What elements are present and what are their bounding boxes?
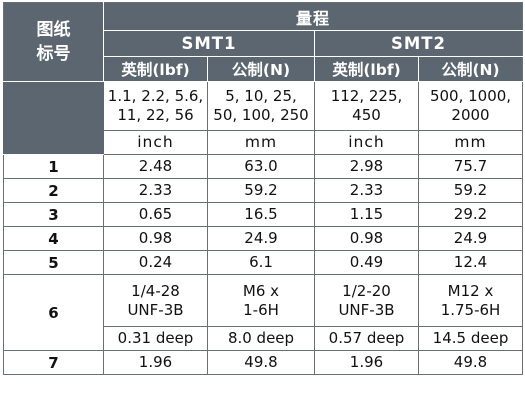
row-id: 2: [3, 178, 104, 203]
header-row-models: SMT1 SMT2: [4, 30, 524, 57]
depth-cell: 0.57 deep: [314, 326, 419, 351]
header-row-unit-systems: 英制(lbf) 公制(N) 英制(lbf) 公制(N): [4, 56, 524, 82]
model-header-smt2: SMT2: [313, 30, 524, 57]
value-cell: 0.98: [103, 226, 208, 251]
unit-cell: mm: [417, 130, 524, 155]
drawing-number-line1: 图纸: [36, 20, 71, 40]
value-cell: 2.33: [103, 178, 208, 203]
force-range-line: 2000: [451, 106, 490, 124]
depth-cell: 0.31 deep: [103, 326, 208, 351]
row-id: 6: [3, 274, 104, 351]
table-row: 2 2.33 59.2 2.33 59.2: [3, 178, 524, 203]
thread-line: 1/2-20: [342, 281, 391, 300]
header-filler-cell: [3, 81, 104, 155]
range-header: 量程: [102, 2, 524, 31]
force-range-line: 11, 22, 56: [117, 106, 194, 124]
force-range-cell: 112, 225, 450: [314, 81, 419, 131]
thread-line: 1/4-28: [131, 281, 180, 300]
force-range-cell: 5, 10, 25, 50, 100, 250: [207, 81, 315, 131]
value-cell: 16.5: [207, 202, 315, 227]
value-cell: 1.96: [314, 350, 419, 375]
value-cell: 1.15: [314, 202, 419, 227]
thread-line: 1.75-6H: [440, 300, 501, 319]
table-row: 4 0.98 24.9 0.98 24.9: [3, 226, 524, 251]
force-range-line: 50, 100, 250: [213, 106, 309, 124]
thread-cell: M12 x 1.75-6H: [417, 274, 524, 327]
force-range-line: 112, 225,: [330, 87, 403, 105]
force-range-line: 1.1, 2.2, 5.6,: [107, 87, 204, 105]
table-row: 7 1.96 49.8 1.96 49.8: [3, 350, 524, 375]
unit-system-header: 公制(N): [207, 56, 315, 82]
thread-line: UNF-3B: [127, 300, 184, 319]
thread-line: UNF-3B: [338, 300, 395, 319]
thread-cell: M6 x 1-6H: [207, 274, 315, 327]
value-cell: 24.9: [207, 226, 315, 251]
model-header-smt1: SMT1: [103, 30, 315, 57]
value-cell: 59.2: [417, 178, 524, 203]
depth-cell: 8.0 deep: [207, 326, 315, 351]
value-cell: 0.24: [103, 250, 208, 275]
value-cell: 59.2: [207, 178, 315, 203]
depth-cell: 14.5 deep: [417, 326, 524, 351]
thread-cell: 1/4-28 UNF-3B: [103, 274, 208, 327]
table-row-thread: 6 1/4-28 UNF-3B M6 x 1-6H 1/2-20 UNF-3B …: [3, 274, 524, 351]
table-row: 3 0.65 16.5 1.15 29.2: [3, 202, 524, 227]
drawing-number-line2: 标号: [36, 44, 71, 64]
force-range-cell: 500, 1000, 2000: [417, 81, 524, 131]
value-cell: 12.4: [417, 250, 524, 275]
unit-system-header: 英制(lbf): [103, 56, 208, 82]
unit-cell: mm: [207, 130, 315, 155]
drawing-number-header: 图纸 标号: [3, 2, 104, 82]
value-cell: 2.33: [314, 178, 419, 203]
value-cell: 75.7: [417, 154, 524, 179]
force-range-line: 500, 1000,: [429, 87, 512, 105]
thread-cell: 1/2-20 UNF-3B: [314, 274, 419, 327]
unit-cell: inch: [103, 130, 208, 155]
header-row-range: 图纸 标号 量程: [3, 2, 524, 82]
force-range-line: 450: [352, 106, 381, 124]
unit-system-header: 英制(lbf): [314, 56, 419, 82]
thread-line: M12 x: [447, 281, 494, 300]
row-id: 5: [3, 250, 104, 275]
thread-line: 1-6H: [243, 300, 279, 319]
unit-system-header: 公制(N): [417, 56, 524, 82]
row-id: 4: [3, 226, 104, 251]
force-range-row: 1.1, 2.2, 5.6, 11, 22, 56 5, 10, 25, 50,…: [3, 81, 524, 155]
thread-line: M6 x: [242, 281, 280, 300]
range-spec-table: 图纸 标号 量程 SMT1 SMT2 英制(lbf) 公制(N) 英制(lbf)…: [3, 2, 524, 375]
value-cell: 63.0: [207, 154, 315, 179]
units-row: inch mm inch mm: [4, 130, 524, 155]
table-row: 1 2.48 63.0 2.98 75.7: [3, 154, 524, 179]
value-cell: 24.9: [417, 226, 524, 251]
value-cell: 49.8: [207, 350, 315, 375]
row-id: 3: [3, 202, 104, 227]
value-cell: 29.2: [417, 202, 524, 227]
value-cell: 2.98: [314, 154, 419, 179]
row-id: 1: [3, 154, 104, 179]
value-cell: 0.49: [314, 250, 419, 275]
value-cell: 49.8: [417, 350, 524, 375]
value-cell: 0.98: [314, 226, 419, 251]
row-id: 7: [3, 350, 104, 375]
force-range-line: 5, 10, 25,: [225, 87, 297, 105]
table-row-depth: 0.31 deep 8.0 deep 0.57 deep 14.5 deep: [4, 326, 524, 351]
value-cell: 2.48: [103, 154, 208, 179]
value-cell: 6.1: [207, 250, 315, 275]
force-range-cell: 1.1, 2.2, 5.6, 11, 22, 56: [103, 81, 208, 131]
value-cell: 1.96: [103, 350, 208, 375]
unit-cell: inch: [314, 130, 419, 155]
table-row: 5 0.24 6.1 0.49 12.4: [3, 250, 524, 275]
spec-table-container: 图纸 标号 量程 SMT1 SMT2 英制(lbf) 公制(N) 英制(lbf)…: [3, 2, 524, 375]
value-cell: 0.65: [103, 202, 208, 227]
